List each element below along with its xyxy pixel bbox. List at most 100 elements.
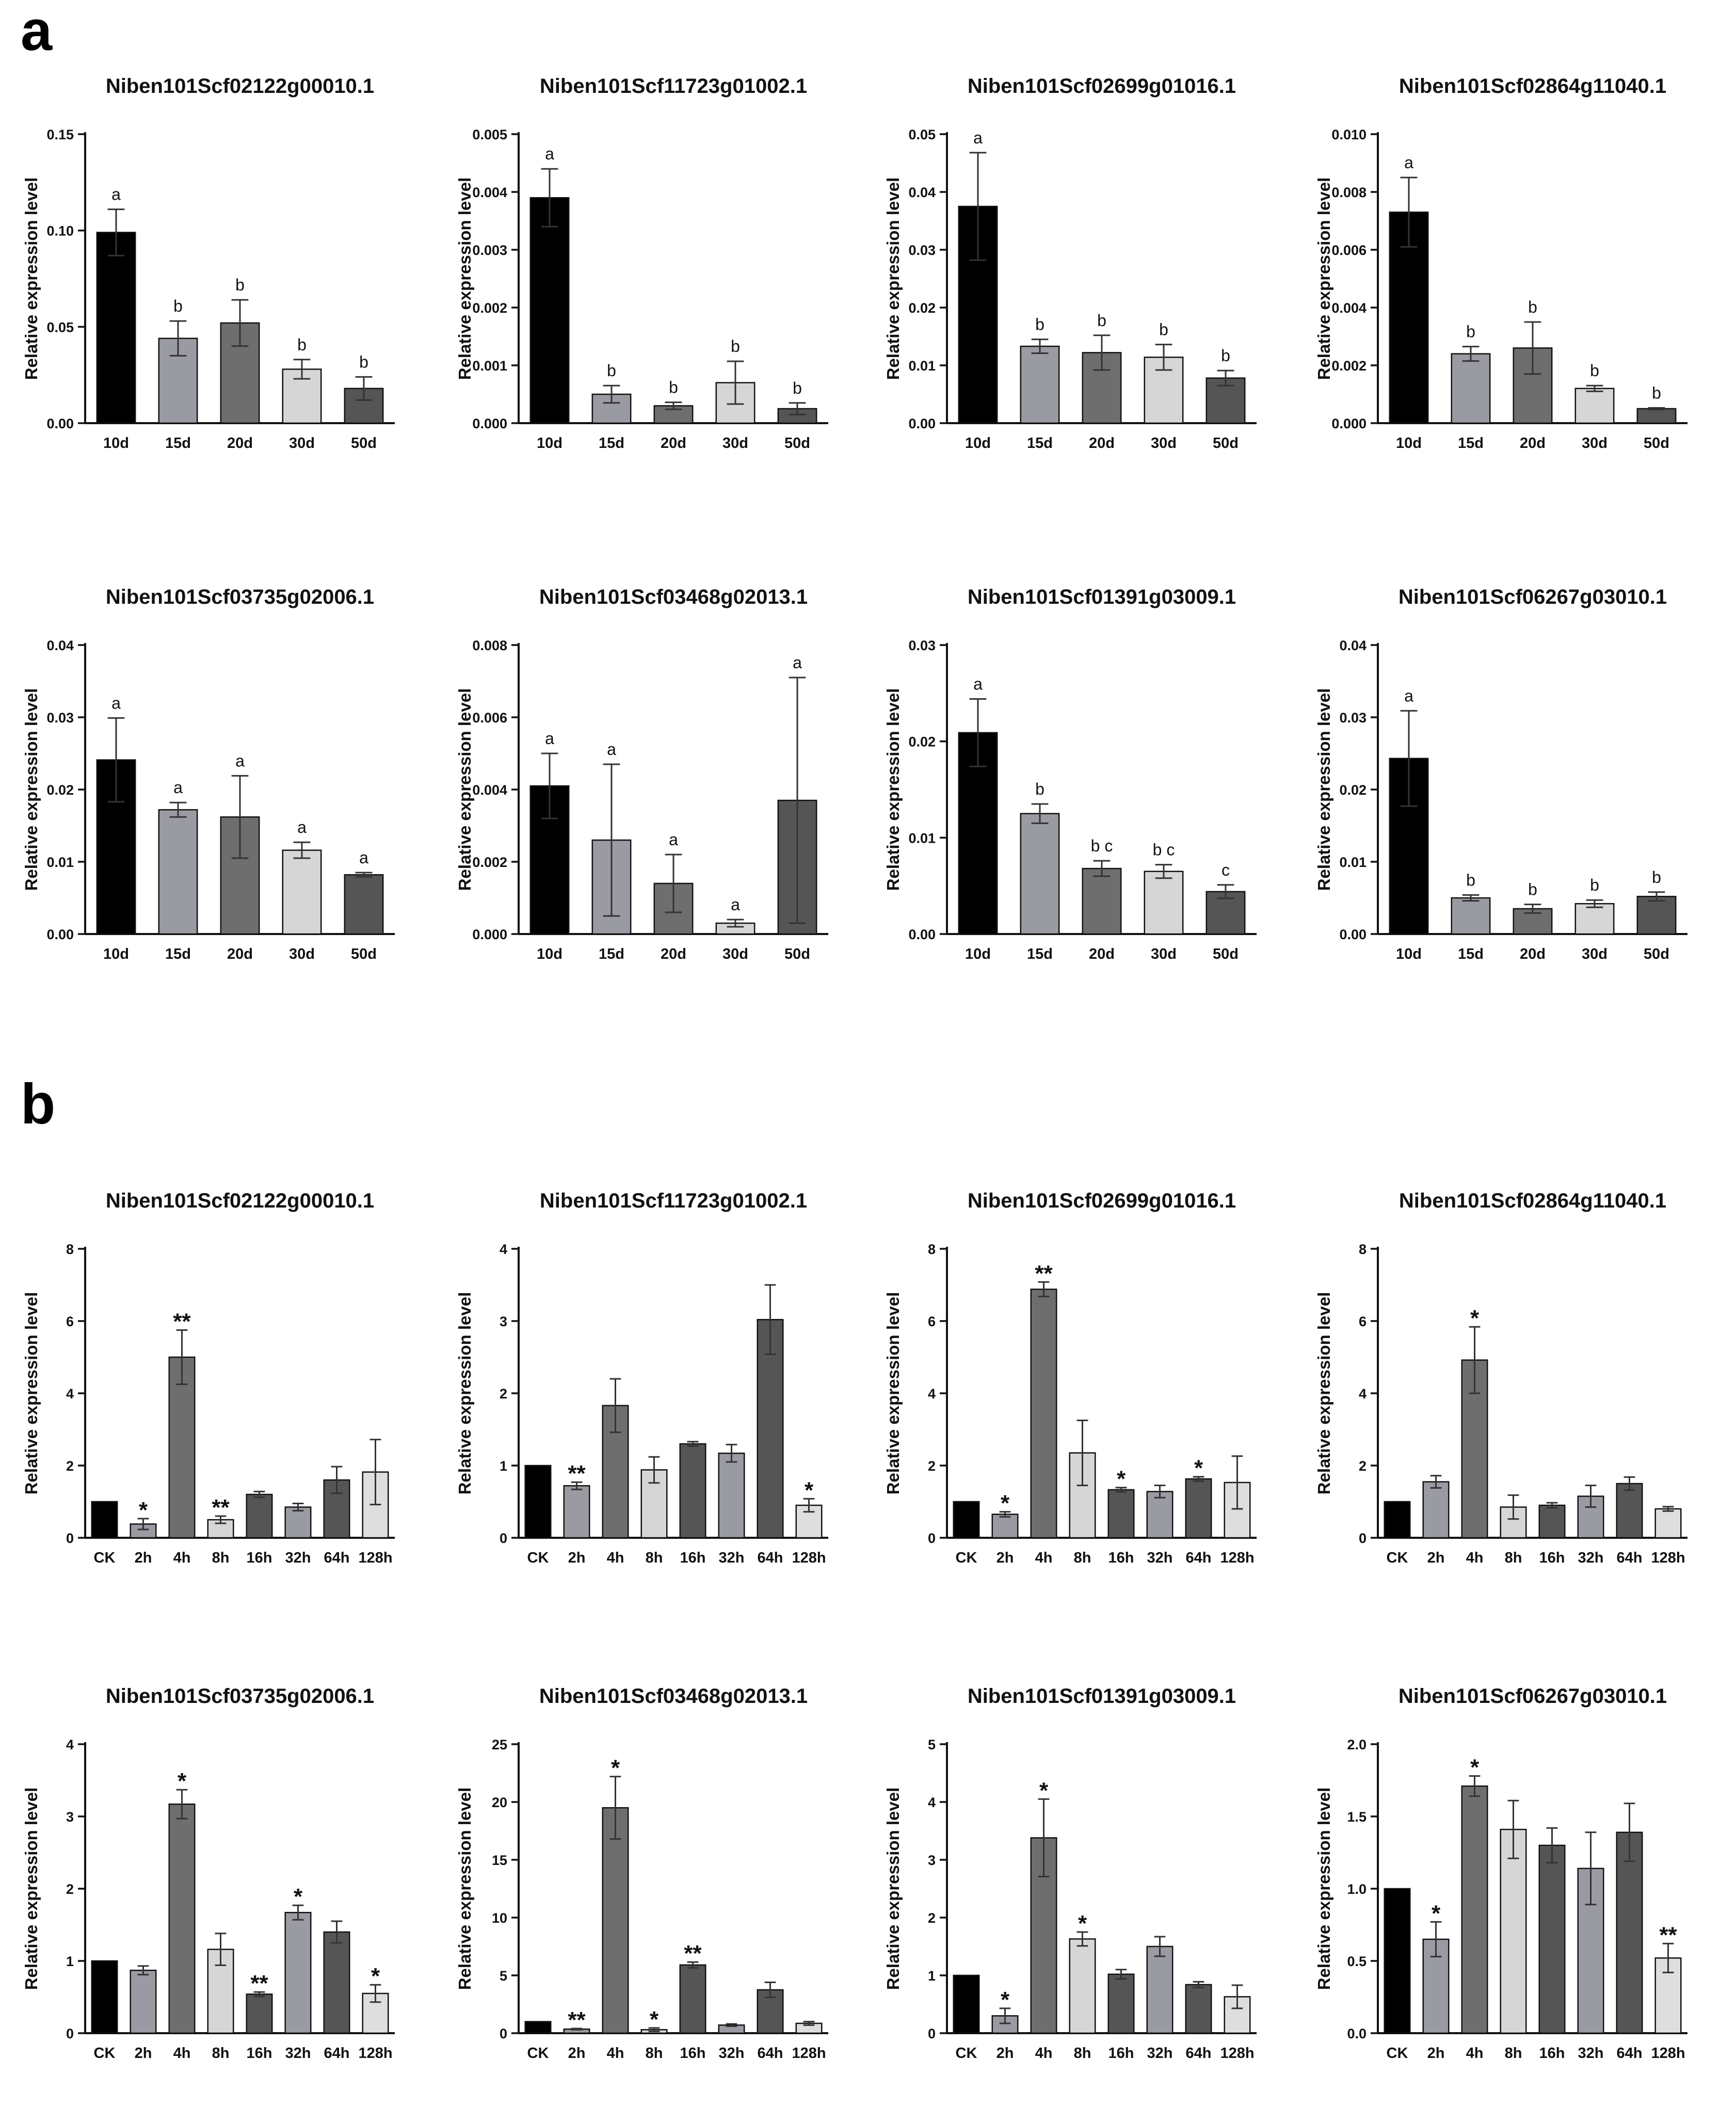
y-tick-label: 6: [928, 1314, 936, 1329]
y-tick-label: 0: [1359, 1531, 1367, 1546]
bar: [953, 1501, 980, 1539]
significance-label: b c: [1091, 836, 1113, 855]
y-axis-label: Relative expression level: [455, 1788, 474, 1990]
x-tick-label: 50d: [1644, 946, 1669, 962]
bar-chart-1: Niben101Scf02122g00010.1 Relative express…: [0, 67, 433, 490]
y-tick-label: 15: [492, 1853, 507, 1868]
y-tick-label: 8: [66, 1242, 74, 1257]
chart-svg: Niben101Scf11723g01002.1 Relative express…: [455, 75, 828, 452]
bar: [1574, 388, 1615, 424]
y-tick-label: 1: [66, 1954, 74, 1969]
significance-label: b: [1652, 383, 1661, 402]
y-tick-label: 0.000: [472, 927, 507, 942]
y-tick-label: 0.00: [46, 416, 74, 431]
y-axis-label: Relative expression level: [883, 1788, 903, 1990]
x-tick-label: 2h: [135, 2045, 152, 2062]
x-tick-label: 128h: [1651, 2045, 1685, 2062]
bar: [96, 232, 136, 424]
x-tick-label: 20d: [661, 435, 686, 452]
x-tick-label: 15d: [1458, 435, 1484, 452]
bar: [1654, 1508, 1682, 1539]
x-tick-label: 15d: [1458, 946, 1484, 962]
bar: [1616, 1483, 1643, 1539]
bar: [1384, 1501, 1411, 1539]
y-tick-label: 0.02: [908, 734, 936, 750]
significance-label: a: [235, 751, 245, 770]
significance-label: b: [1221, 346, 1230, 365]
y-tick-label: 0.010: [1331, 127, 1367, 142]
x-tick-label: 2h: [1427, 2045, 1445, 2062]
x-tick-label: 64h: [324, 1550, 350, 1566]
x-tick-label: 64h: [1617, 2045, 1643, 2062]
x-tick-label: CK: [94, 2045, 116, 2062]
y-tick-label: 2: [928, 1458, 936, 1474]
bar: [1616, 1831, 1643, 2034]
x-tick-label: 8h: [212, 2045, 230, 2062]
significance-label: *: [1432, 1901, 1441, 1926]
bar: [679, 1964, 706, 2034]
bar: [1069, 1452, 1096, 1539]
chart-title: Niben101Scf02122g00010.1: [106, 75, 374, 98]
x-tick-label: 10d: [103, 435, 129, 452]
y-tick-label: 5: [500, 1968, 507, 1984]
x-tick-label: CK: [956, 2045, 977, 2062]
x-tick-label: 30d: [1151, 435, 1177, 452]
significance-label: **: [250, 1971, 268, 1996]
x-tick-label: CK: [527, 1550, 549, 1566]
significance-label: a: [545, 144, 554, 163]
bar: [524, 1465, 552, 1539]
y-axis-label: Relative expression level: [1314, 1292, 1333, 1495]
x-tick-label: 30d: [722, 946, 748, 962]
y-tick-label: 0.03: [908, 638, 936, 653]
bar: [344, 874, 384, 935]
x-tick-label: 4h: [173, 1550, 191, 1566]
bar: [524, 2021, 552, 2034]
x-tick-label: 32h: [1147, 2045, 1173, 2062]
significance-label: *: [178, 1768, 187, 1794]
chart-title: Niben101Scf02699g01016.1: [968, 1189, 1236, 1212]
x-tick-label: 15d: [165, 435, 191, 452]
y-tick-label: 0.008: [472, 638, 507, 653]
y-axis-label: Relative expression level: [1314, 688, 1333, 891]
x-tick-label: 64h: [758, 2045, 783, 2062]
y-tick-label: 4: [66, 1737, 74, 1752]
significance-label: *: [805, 1477, 814, 1503]
significance-label: c: [1221, 861, 1230, 879]
x-tick-label: 16h: [1539, 2045, 1565, 2062]
y-tick-label: 8: [928, 1242, 936, 1257]
chart-title: Niben101Scf02864g11040.1: [1399, 75, 1666, 98]
chart-title: Niben101Scf02864g11040.1: [1399, 1189, 1666, 1212]
significance-label: b: [1097, 311, 1106, 330]
x-tick-label: 64h: [1186, 1550, 1212, 1566]
bar-chart-15: Niben101Scf01391g03009.1 Relative express…: [862, 1677, 1295, 2100]
x-tick-label: 15d: [599, 946, 624, 962]
y-tick-label: 1: [928, 1968, 936, 1984]
x-tick-label: 16h: [247, 1550, 272, 1566]
y-tick-label: 0.000: [1331, 416, 1367, 431]
x-tick-label: 10d: [537, 946, 562, 962]
x-tick-label: 20d: [1089, 946, 1115, 962]
y-tick-label: 5: [928, 1737, 936, 1752]
significance-label: *: [1039, 1778, 1049, 1803]
x-tick-label: 4h: [1466, 1550, 1484, 1566]
x-tick-label: 15d: [1027, 946, 1053, 962]
x-tick-label: 8h: [1505, 1550, 1522, 1566]
bar: [1451, 353, 1491, 424]
x-tick-label: 4h: [173, 2045, 191, 2062]
bar: [1020, 345, 1060, 424]
y-tick-label: 0.01: [908, 358, 936, 374]
x-tick-label: CK: [1387, 1550, 1408, 1566]
x-tick-label: 16h: [1108, 2045, 1134, 2062]
significance-label: a: [111, 694, 121, 712]
panel-label-a: a: [21, 0, 53, 62]
y-tick-label: 0.002: [472, 300, 507, 316]
y-tick-label: 0.001: [472, 358, 507, 374]
y-tick-label: 2: [1359, 1458, 1367, 1474]
bar: [246, 1493, 273, 1539]
y-axis-label: Relative expression level: [22, 1788, 41, 1990]
x-tick-label: 16h: [680, 2045, 706, 2062]
x-tick-label: 8h: [1074, 1550, 1091, 1566]
bar: [1030, 1289, 1057, 1539]
bar-chart-6: Niben101Scf03468g02013.1 Relative express…: [433, 578, 867, 1001]
significance-label: b: [235, 276, 245, 294]
